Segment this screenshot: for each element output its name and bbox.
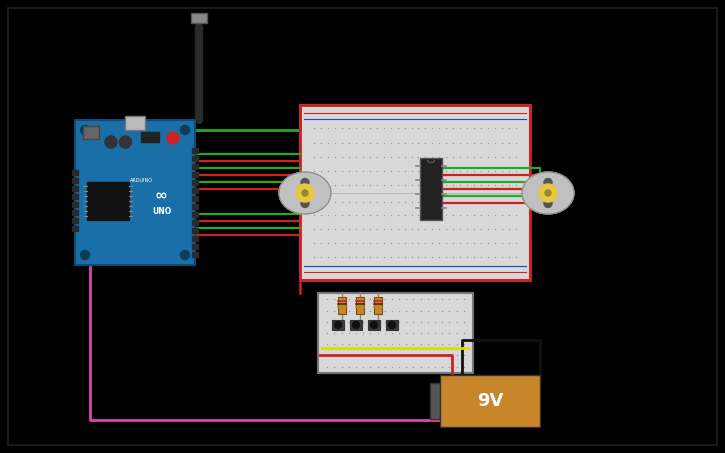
Bar <box>72 210 78 215</box>
Circle shape <box>545 190 551 196</box>
Bar <box>72 170 78 175</box>
Bar <box>300 105 530 280</box>
Bar <box>192 236 198 241</box>
Text: ∞: ∞ <box>155 188 167 203</box>
Bar <box>72 194 78 199</box>
Bar <box>332 320 344 330</box>
Bar <box>192 252 198 257</box>
Bar <box>141 132 159 142</box>
Circle shape <box>181 125 189 135</box>
Circle shape <box>296 184 314 202</box>
Bar <box>192 204 198 209</box>
Bar <box>338 297 346 314</box>
Bar <box>192 148 198 153</box>
Bar <box>72 226 78 231</box>
Circle shape <box>389 322 396 328</box>
Circle shape <box>181 251 189 260</box>
Ellipse shape <box>279 172 331 214</box>
Bar <box>192 212 198 217</box>
Bar <box>440 375 540 427</box>
Bar <box>192 164 198 169</box>
Bar <box>430 383 440 419</box>
Circle shape <box>80 251 89 260</box>
Circle shape <box>352 322 360 328</box>
Bar <box>386 320 398 330</box>
Bar <box>72 218 78 223</box>
Bar <box>192 188 198 193</box>
Bar <box>72 202 78 207</box>
Circle shape <box>80 125 89 135</box>
Bar <box>192 220 198 225</box>
Circle shape <box>105 136 117 148</box>
Bar <box>374 297 382 314</box>
Text: ARDUINO: ARDUINO <box>130 178 152 183</box>
Circle shape <box>539 184 557 202</box>
Bar <box>83 126 99 139</box>
Text: 9V: 9V <box>477 392 503 410</box>
Circle shape <box>544 178 552 187</box>
Circle shape <box>120 136 131 148</box>
Bar <box>356 297 364 314</box>
Ellipse shape <box>522 172 574 214</box>
Bar <box>75 120 195 265</box>
Circle shape <box>301 199 309 207</box>
Bar <box>125 116 145 130</box>
Bar <box>192 172 198 177</box>
Bar <box>87 182 129 220</box>
Bar <box>318 293 473 373</box>
Bar <box>191 13 207 23</box>
Circle shape <box>167 132 179 144</box>
Text: UNO: UNO <box>152 207 171 216</box>
Circle shape <box>302 190 308 196</box>
Bar <box>420 158 442 220</box>
Circle shape <box>301 178 309 187</box>
Circle shape <box>334 322 341 328</box>
Bar <box>300 105 530 280</box>
Bar <box>192 196 198 201</box>
Bar <box>72 178 78 183</box>
Bar <box>192 180 198 185</box>
Bar <box>192 244 198 249</box>
Bar <box>350 320 362 330</box>
Bar <box>72 186 78 191</box>
Circle shape <box>370 322 378 328</box>
Bar <box>192 156 198 161</box>
Bar <box>368 320 380 330</box>
Bar <box>192 228 198 233</box>
Circle shape <box>544 199 552 207</box>
